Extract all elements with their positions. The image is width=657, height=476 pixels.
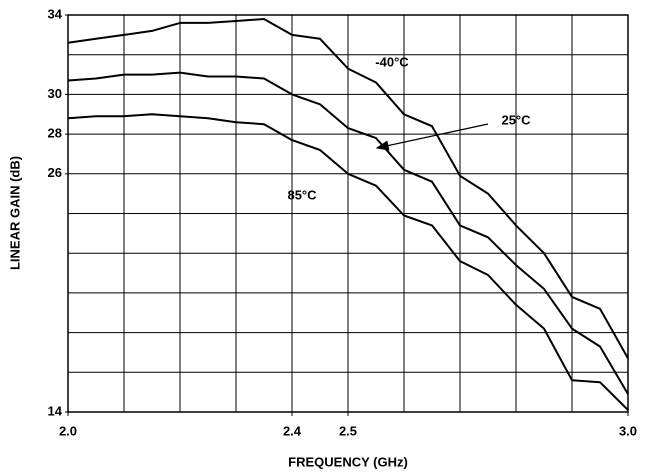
y-tick-label: 14 <box>48 403 63 418</box>
x-tick-label: 2.4 <box>283 423 302 438</box>
series-line <box>67 113 629 411</box>
series-label: 85°C <box>287 187 317 202</box>
series-line <box>67 18 629 359</box>
annotation-arrow <box>375 123 489 151</box>
y-tick-label: 34 <box>48 6 63 21</box>
series-label: -40°C <box>375 54 409 69</box>
x-tick-label: 3.0 <box>619 423 637 438</box>
series-label: 25°C <box>501 112 531 127</box>
y-tick-label: 26 <box>48 165 62 180</box>
x-tick-label: 2.0 <box>59 423 77 438</box>
y-axis-title: LINEAR GAIN (dB) <box>7 156 22 270</box>
x-tick-label: 2.5 <box>339 423 357 438</box>
y-tick-label: 28 <box>48 126 62 141</box>
y-tick-label: 30 <box>48 86 62 101</box>
x-axis-title: FREQUENCY (GHz) <box>288 454 408 469</box>
series-line <box>67 71 629 395</box>
